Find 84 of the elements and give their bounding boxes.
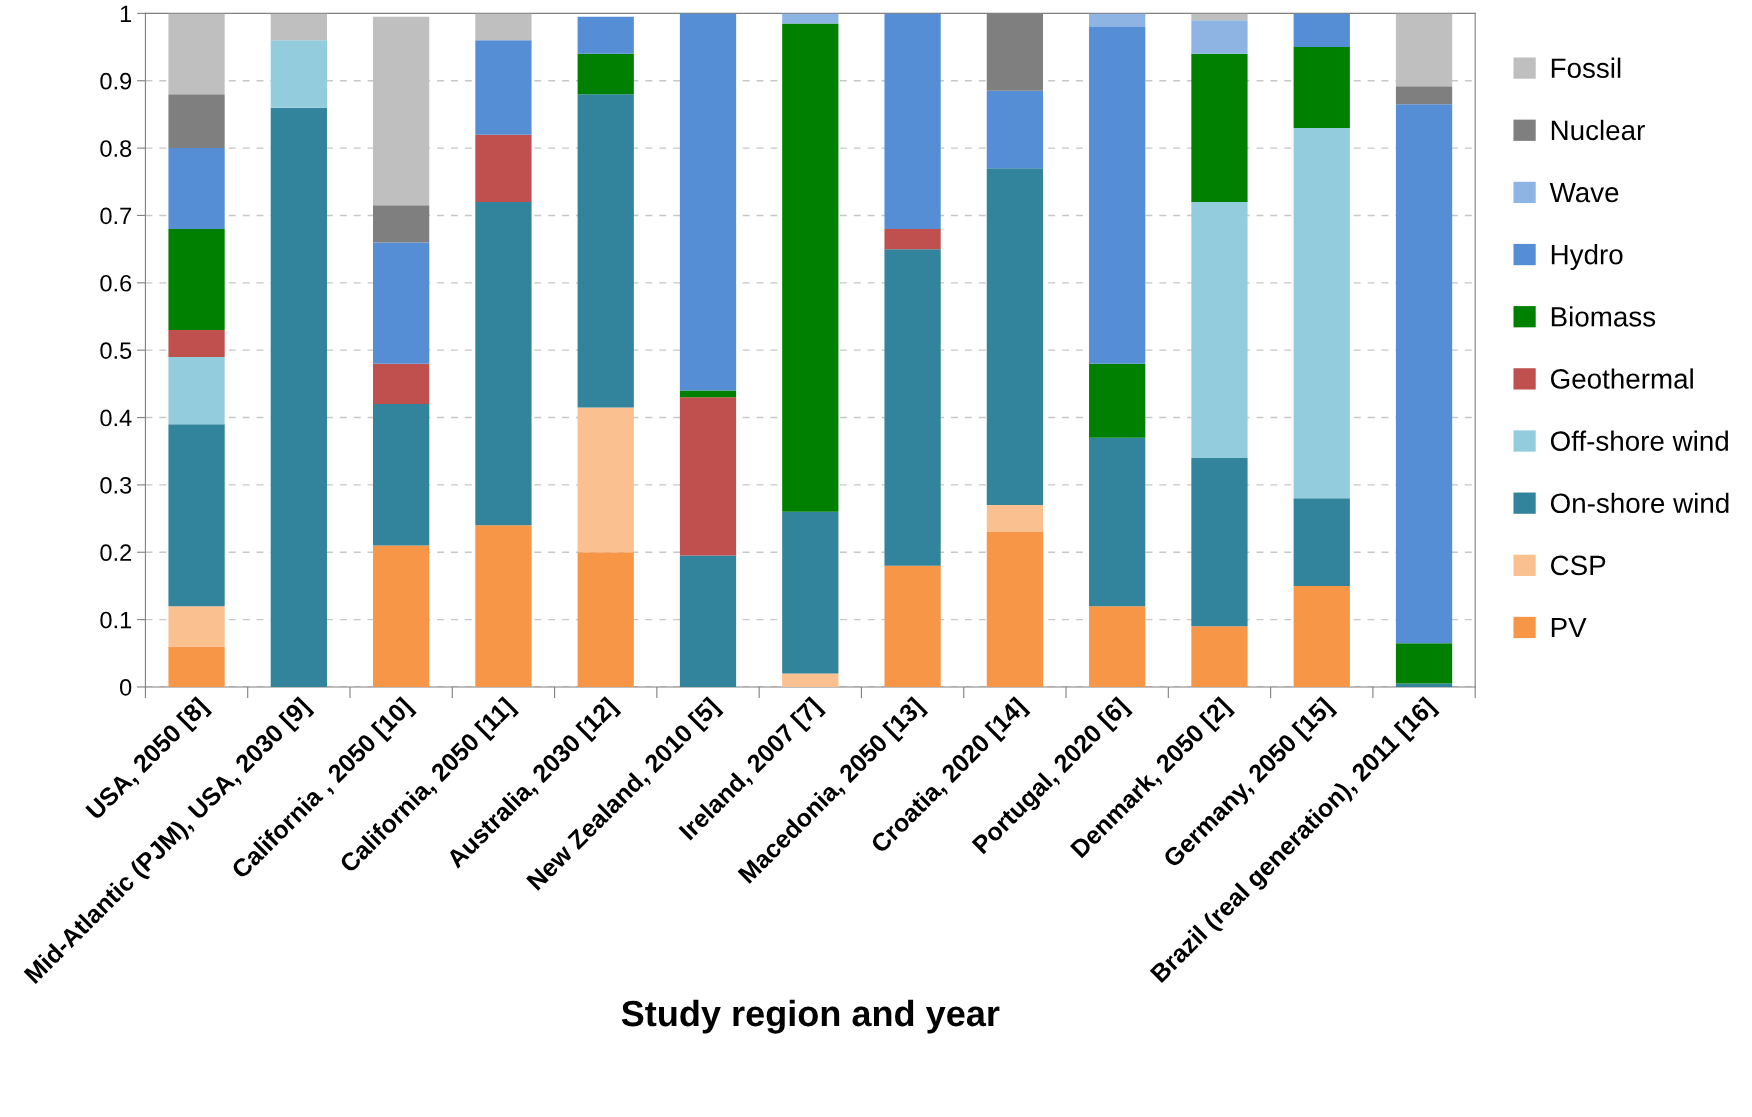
bar [475, 525, 532, 687]
bar [577, 407, 634, 553]
bar [1395, 104, 1453, 644]
legend-label: Hydro [1551, 244, 1623, 270]
y-tick-label: 0.7 [100, 207, 132, 225]
y-tick-label: 0.2 [100, 544, 132, 562]
bar [1293, 13, 1350, 48]
bar [884, 13, 941, 229]
bar [168, 606, 225, 647]
bar [168, 329, 225, 357]
bar [782, 673, 839, 687]
x-axis-title: Study region and year [621, 999, 1000, 1034]
bar [577, 16, 634, 54]
bar [577, 94, 634, 408]
legend-label: Wave [1549, 182, 1619, 203]
bar [1191, 13, 1248, 21]
bar [1191, 53, 1248, 202]
bar [270, 107, 327, 687]
legend-label: CSP [1551, 555, 1606, 576]
y-tick-label: 0.3 [100, 476, 132, 494]
bar [1293, 127, 1350, 499]
bar [475, 40, 532, 135]
bar [373, 404, 430, 546]
bar [577, 552, 634, 687]
bar [168, 148, 225, 229]
bar [782, 511, 839, 674]
bar [1293, 47, 1350, 128]
bar [270, 40, 327, 108]
y-tick-label: 0 [120, 679, 132, 696]
bar [679, 555, 737, 687]
y-tick-label: 1 [120, 5, 132, 22]
bar [679, 13, 737, 391]
legend-label: On-shore wind [1550, 492, 1729, 514]
bar [1191, 202, 1248, 458]
bar [1089, 363, 1146, 438]
y-tick-label: 0.5 [100, 342, 132, 359]
bar [168, 646, 225, 687]
legend-label: Nuclear [1551, 119, 1645, 141]
bar [986, 532, 1044, 687]
bar [679, 397, 737, 556]
bar [1089, 606, 1146, 687]
bar [1293, 585, 1350, 687]
bar [373, 242, 430, 364]
bar [475, 13, 532, 41]
y-tick-label: 0.8 [100, 140, 132, 157]
legend-label: PV [1551, 618, 1587, 638]
bar [782, 13, 839, 24]
bar [168, 228, 225, 330]
bar [1191, 626, 1248, 687]
bar [884, 565, 941, 687]
bar [373, 205, 430, 243]
bar [782, 23, 839, 512]
legend-label: Geothermal [1550, 368, 1693, 389]
bar [168, 356, 225, 425]
bar [884, 228, 941, 250]
bar [475, 202, 532, 526]
bar [1089, 13, 1146, 27]
bar [373, 545, 430, 687]
bar [884, 249, 941, 566]
y-tick-label: 0.9 [100, 72, 132, 90]
bar [168, 94, 225, 149]
legend-label: Fossil [1551, 57, 1621, 79]
bar [373, 363, 430, 405]
bar [270, 13, 327, 41]
legend-label: Off-shore wind [1550, 430, 1728, 451]
bar [1395, 86, 1453, 105]
y-tick-label: 0.4 [100, 409, 132, 427]
bar [168, 424, 225, 607]
legend-label: Biomass [1551, 306, 1656, 327]
bar [986, 13, 1044, 91]
bar [986, 90, 1044, 169]
bar [1191, 457, 1248, 627]
y-tick-label: 0.6 [100, 274, 132, 292]
bar [168, 13, 225, 95]
bar [986, 505, 1044, 533]
bar [1089, 26, 1146, 364]
bar [986, 168, 1044, 506]
y-tick-label: 0.1 [100, 611, 132, 629]
bar [1191, 20, 1248, 54]
bar [1089, 437, 1146, 607]
bar [475, 134, 532, 202]
bar [577, 53, 634, 95]
bar [1395, 643, 1453, 684]
bar [1293, 498, 1350, 586]
